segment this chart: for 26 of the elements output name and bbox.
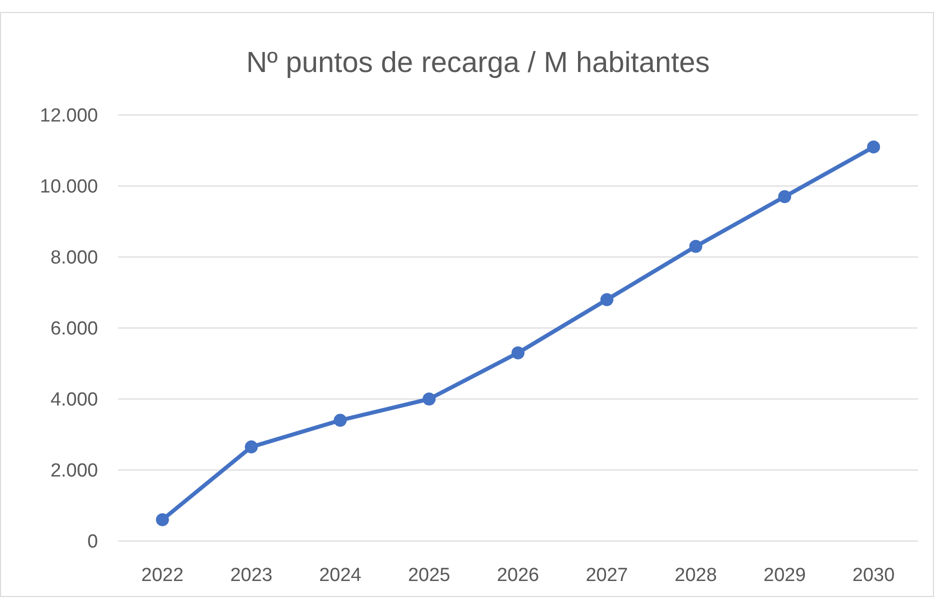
- x-tick-label: 2030: [852, 565, 895, 586]
- point: [422, 392, 436, 406]
- point: [512, 346, 524, 360]
- x-tick-label: 2026: [496, 565, 540, 586]
- y-tick-label: 6.000: [50, 318, 98, 340]
- x-tick-label: 2027: [586, 565, 628, 586]
- x-tick-label: 2024: [319, 565, 362, 586]
- x-tick-label: 2025: [408, 565, 450, 586]
- point: [867, 140, 880, 154]
- y-tick-label: 12.000: [40, 106, 98, 127]
- point: [689, 240, 702, 253]
- x-tick-label: 2023: [230, 565, 272, 586]
- y-tick-label: 0: [87, 532, 98, 553]
- point: [600, 293, 614, 306]
- y-tick-label: 4.000: [50, 390, 98, 411]
- point: [334, 414, 347, 427]
- chart-title: Nº puntos de recarga / M habitantes: [246, 47, 710, 79]
- point: [156, 513, 169, 526]
- y-tick-label: 8.000: [50, 248, 98, 269]
- x-tick-label: 2029: [764, 565, 806, 586]
- y-tick-label: 10.000: [40, 176, 98, 198]
- point: [244, 440, 258, 454]
- y-tick-label: 2.000: [50, 460, 98, 482]
- x-tick-label: 2022: [141, 565, 184, 586]
- point: [778, 190, 792, 204]
- x-tick-label: 2028: [674, 565, 717, 586]
